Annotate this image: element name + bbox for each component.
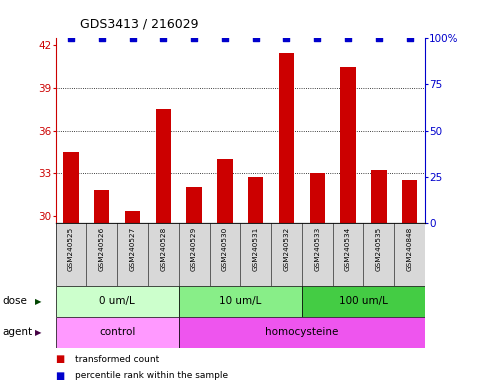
FancyBboxPatch shape: [302, 286, 425, 317]
Text: GSM240533: GSM240533: [314, 227, 320, 271]
Text: percentile rank within the sample: percentile rank within the sample: [75, 371, 228, 380]
Point: [406, 35, 413, 41]
Point: [159, 35, 167, 41]
Text: dose: dose: [2, 296, 28, 306]
FancyBboxPatch shape: [179, 317, 425, 348]
Bar: [371, 170, 386, 223]
FancyBboxPatch shape: [56, 317, 179, 348]
Point: [190, 35, 198, 41]
Text: GSM240526: GSM240526: [99, 227, 105, 271]
Bar: [279, 53, 294, 223]
Bar: [125, 211, 140, 223]
FancyBboxPatch shape: [56, 223, 425, 286]
Text: ■: ■: [56, 354, 65, 364]
Text: 100 um/L: 100 um/L: [339, 296, 388, 306]
Point: [128, 35, 136, 41]
Bar: [341, 67, 356, 223]
Bar: [217, 159, 233, 223]
Bar: [402, 180, 417, 223]
Text: GSM240531: GSM240531: [253, 227, 259, 271]
Text: GSM240529: GSM240529: [191, 227, 197, 271]
Text: GSM240525: GSM240525: [68, 227, 74, 271]
Text: GSM240535: GSM240535: [376, 227, 382, 271]
Bar: [63, 152, 79, 223]
Text: ■: ■: [56, 371, 65, 381]
Point: [313, 35, 321, 41]
Point: [375, 35, 383, 41]
Text: 0 um/L: 0 um/L: [99, 296, 135, 306]
Bar: [94, 190, 110, 223]
Text: ▶: ▶: [35, 297, 41, 306]
Point: [252, 35, 259, 41]
Text: transformed count: transformed count: [75, 354, 159, 364]
Text: GSM240534: GSM240534: [345, 227, 351, 271]
Text: control: control: [99, 327, 135, 337]
Text: GSM240848: GSM240848: [407, 227, 412, 271]
Text: GSM240532: GSM240532: [284, 227, 289, 271]
Point: [344, 35, 352, 41]
Text: 10 um/L: 10 um/L: [219, 296, 261, 306]
Bar: [186, 187, 202, 223]
Text: GSM240528: GSM240528: [160, 227, 166, 271]
Text: homocysteine: homocysteine: [265, 327, 339, 337]
FancyBboxPatch shape: [179, 286, 302, 317]
Point: [98, 35, 106, 41]
Text: GSM240527: GSM240527: [129, 227, 136, 271]
FancyBboxPatch shape: [56, 286, 179, 317]
Bar: [248, 177, 263, 223]
Text: agent: agent: [2, 327, 32, 337]
Point: [67, 35, 75, 41]
Text: ▶: ▶: [35, 328, 41, 337]
Bar: [310, 173, 325, 223]
Text: GDS3413 / 216029: GDS3413 / 216029: [80, 17, 198, 30]
Bar: [156, 109, 171, 223]
Point: [221, 35, 229, 41]
Point: [283, 35, 290, 41]
Text: GSM240530: GSM240530: [222, 227, 228, 271]
